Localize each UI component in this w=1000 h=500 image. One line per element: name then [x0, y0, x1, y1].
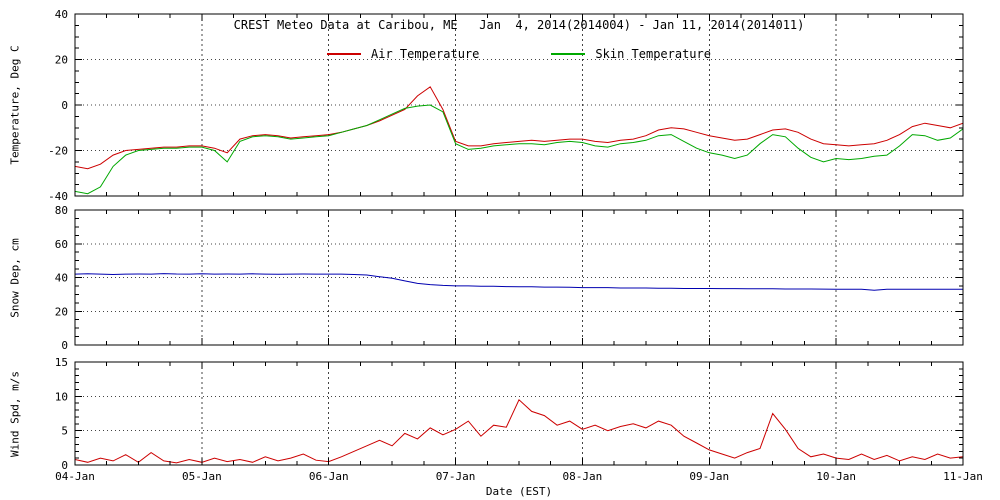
series-skin-temperature	[75, 104, 963, 195]
x-tick-label: 11-Jan	[943, 470, 983, 483]
y-axis-title-snow-depth: Snow Dep, cm	[8, 238, 22, 318]
y-tick-label: -40	[48, 190, 68, 203]
y-tick-label: 40	[55, 8, 68, 21]
legend-item-air: Air Temperature	[327, 47, 479, 61]
x-tick-label: 09-Jan	[689, 470, 729, 483]
y-tick-label: 15	[55, 356, 68, 369]
y-tick-label: -20	[48, 145, 68, 158]
y-tick-label: 5	[61, 425, 68, 438]
x-tick-label: 06-Jan	[309, 470, 349, 483]
y-tick-label: 0	[61, 339, 68, 352]
x-tick-label: 08-Jan	[563, 470, 603, 483]
chart-title: CREST Meteo Data at Caribou, ME Jan 4, 2…	[233, 18, 805, 32]
legend-label-air: Air Temperature	[371, 47, 480, 61]
y-tick-label: 0	[61, 459, 68, 472]
x-tick-label: 04-Jan	[55, 470, 95, 483]
x-tick-label: 05-Jan	[182, 470, 222, 483]
skin-temperature-line-swatch	[551, 53, 586, 55]
panel-frame	[74, 361, 964, 466]
legend-item-skin: Skin Temperature	[551, 47, 711, 61]
legend-label-skin: Skin Temperature	[595, 47, 711, 61]
series-wind-speed	[75, 398, 963, 464]
y-axis-title-wind-speed: Wind Spd, m/s	[8, 370, 22, 458]
y-tick-label: 60	[55, 238, 68, 251]
series-air-temperature	[75, 86, 963, 170]
x-tick-label: 10-Jan	[816, 470, 856, 483]
y-tick-label: 20	[55, 54, 68, 67]
y-tick-label: 0	[61, 99, 68, 112]
x-tick-label: 07-Jan	[436, 470, 476, 483]
air-temperature-line-swatch	[327, 53, 362, 55]
y-tick-label: 20	[55, 305, 68, 318]
series-snow-depth	[75, 273, 963, 291]
y-axis-title-temperature: Temperature, Deg C	[8, 45, 22, 165]
y-tick-label: 80	[55, 204, 68, 217]
x-axis-title: Date (EST)	[485, 485, 553, 498]
y-tick-label: 10	[55, 390, 68, 403]
legend: Air Temperature Skin Temperature	[75, 47, 963, 61]
y-tick-label: 40	[55, 272, 68, 285]
